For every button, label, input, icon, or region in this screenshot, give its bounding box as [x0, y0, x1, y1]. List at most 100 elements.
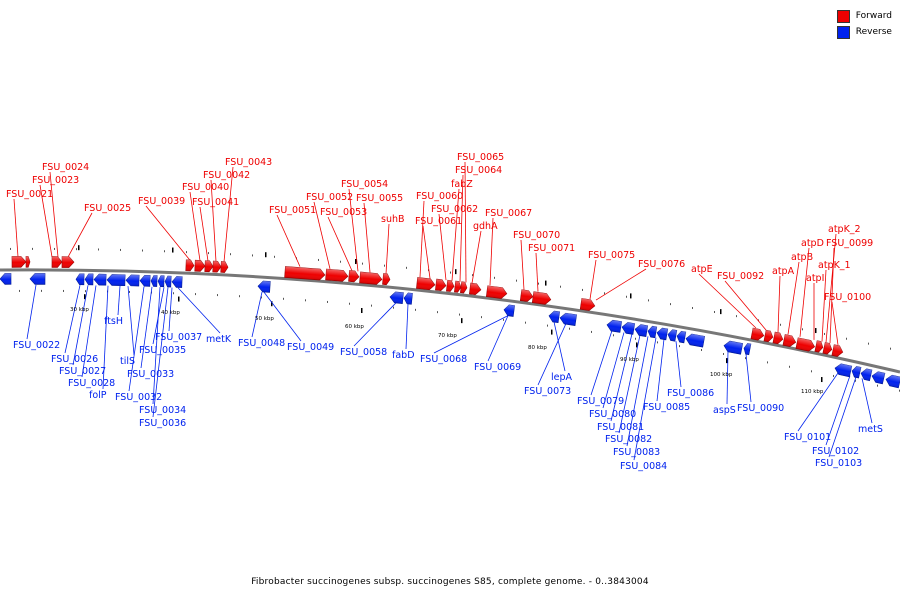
major-tick	[271, 301, 273, 307]
reverse-leader-line	[128, 286, 145, 392]
tick-dot	[833, 374, 834, 377]
tick-dot	[41, 289, 42, 292]
genome-backbone	[0, 268, 900, 374]
reverse-leader-line	[553, 321, 566, 372]
forward-gene	[435, 278, 447, 291]
reverse-gene-label: FSU_0033	[127, 369, 174, 380]
tick-dot	[406, 266, 407, 269]
reverse-gene	[723, 340, 744, 355]
reverse-leader-line	[745, 354, 752, 403]
reverse-leader-line	[152, 287, 169, 418]
gene-arrow-shade	[185, 259, 194, 271]
gene-arrow-shade	[454, 281, 461, 293]
reverse-gene-label: FSU_0102	[812, 446, 859, 457]
reverse-gene	[834, 363, 853, 378]
tick-dot	[10, 247, 11, 250]
gene-arrow-shade	[460, 281, 467, 294]
reverse-gene-label: FSU_0086	[667, 388, 714, 399]
reverse-gene-label: FSU_0101	[784, 432, 831, 443]
forward-gene-label: FSU_0067	[485, 208, 532, 219]
gene-arrow-shade	[872, 371, 885, 384]
major-tick	[461, 318, 463, 324]
forward-leader-line	[777, 275, 781, 333]
gene-arrow-shade	[635, 324, 648, 337]
forward-gene	[220, 261, 229, 273]
forward-leader-line	[189, 191, 201, 261]
forward-gene-label: FSU_0025	[84, 203, 131, 214]
forward-gene	[325, 268, 349, 282]
reverse-gene-label: FSU_0080	[589, 409, 636, 420]
forward-gene	[212, 260, 222, 273]
reverse-leader-line	[433, 315, 509, 354]
forward-gene	[382, 273, 391, 286]
forward-gene-label: FSU_0053	[320, 207, 367, 218]
tick-dot	[274, 255, 275, 258]
reverse-gene	[150, 275, 158, 287]
forward-swatch	[836, 9, 850, 23]
forward-leader-line	[39, 184, 53, 258]
scale-label: 50 kbp	[255, 316, 274, 322]
tick-dot	[516, 279, 517, 282]
forward-gene	[359, 271, 383, 285]
tick-dot	[723, 352, 724, 355]
gene-labels: FSU_0021 FSU_0023 FSU_0024 FSU_0025 FSU_0039…	[6, 152, 883, 472]
forward-gene	[194, 259, 206, 272]
tick-dot	[450, 271, 451, 274]
tick-dot	[670, 303, 671, 306]
forward-gene-label: FSU_0054	[341, 179, 388, 190]
gene-arrow-shade	[404, 292, 413, 305]
major-tick	[815, 328, 817, 334]
forward-leader-line	[829, 247, 835, 344]
forward-gene-label: FSU_0041	[192, 197, 239, 208]
gene-arrow-shade	[382, 273, 390, 285]
reverse-gene	[75, 273, 85, 286]
major-tick	[178, 296, 180, 302]
forward-leader-line	[799, 247, 810, 337]
forward-leader-line	[459, 174, 464, 282]
forward-gene-label: FSU_0062	[431, 204, 478, 215]
reverse-gene-label: metK	[206, 334, 232, 345]
reverse-gene	[106, 274, 126, 287]
tick-dot	[261, 296, 262, 299]
major-tick	[361, 308, 363, 314]
forward-leader-line	[145, 205, 191, 261]
tick-dot	[503, 318, 504, 321]
major-tick	[630, 293, 632, 299]
forward-gene-label: atpK_1	[818, 260, 851, 271]
forward-leader-line	[535, 252, 539, 292]
forward-gene	[782, 334, 797, 347]
forward-gene-label: FSU_0070	[513, 230, 560, 241]
gene-arrow-shade	[325, 268, 348, 282]
forward-leader-line	[724, 280, 767, 331]
gene-arrow-shade	[861, 368, 872, 381]
gene-arrow-shade	[390, 291, 404, 304]
tick-dot	[701, 348, 702, 351]
forward-leader-line	[451, 188, 460, 281]
reverse-leader-line	[127, 286, 135, 356]
forward-gene	[579, 298, 596, 311]
forward-gene	[750, 327, 765, 341]
major-tick	[355, 259, 357, 265]
reverse-leader-line	[26, 284, 37, 340]
tick-dot	[340, 260, 341, 263]
tick-dot	[252, 254, 253, 257]
gene-arrow-shade	[782, 334, 796, 347]
reverse-leader-line	[64, 285, 81, 354]
gene-arrow-shade	[822, 342, 832, 355]
forward-leader-line	[67, 212, 93, 258]
gene-arrow-shade	[504, 304, 515, 317]
reverse-gene	[29, 273, 46, 285]
tick-dot	[547, 324, 548, 327]
forward-leader-line	[313, 201, 331, 269]
forward-leader-line	[520, 239, 525, 290]
forward-gene-label: atpI	[806, 273, 824, 284]
reverse-leader-line	[675, 341, 682, 388]
forward-gene	[446, 279, 455, 292]
forward-leader-line	[489, 217, 494, 286]
forward-gene	[469, 282, 482, 296]
reverse-gene	[871, 371, 886, 385]
forward-gene-label: atpA	[772, 266, 795, 277]
tick-dot	[142, 249, 143, 252]
reverse-leader-line	[590, 330, 613, 396]
gene-arrow-shade	[560, 313, 577, 326]
